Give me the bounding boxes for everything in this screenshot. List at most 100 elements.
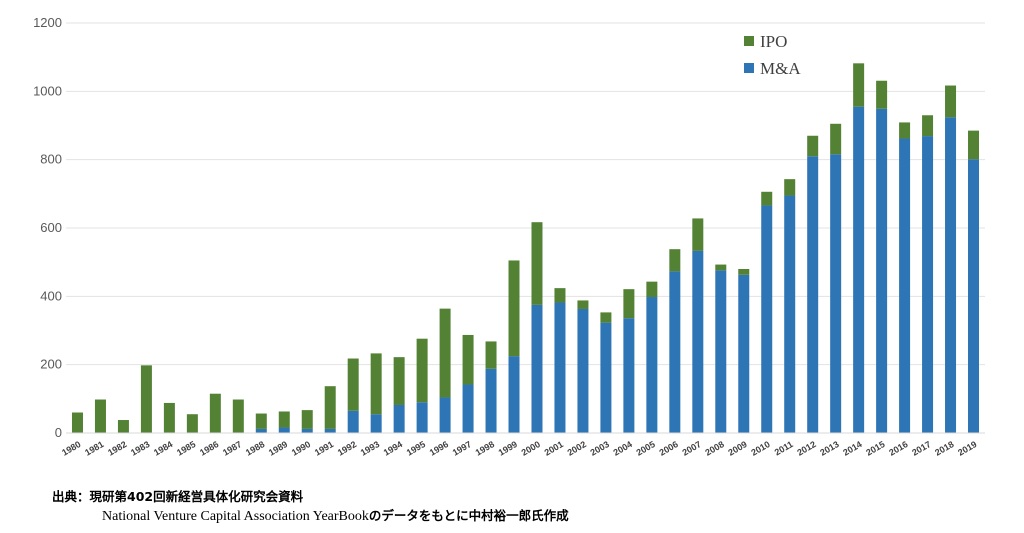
- bar-ipo-1988: [255, 413, 267, 429]
- bar-ma-2000: [531, 304, 543, 433]
- legend-swatch-ma: [744, 63, 754, 73]
- bar-ma-2005: [646, 297, 658, 433]
- bar-ipo-1986: [209, 393, 221, 433]
- bar-ma-1999: [508, 356, 520, 433]
- bar-ipo-1987: [232, 399, 244, 433]
- bar-ipo-1998: [485, 341, 497, 369]
- bar-ma-2017: [922, 136, 934, 433]
- bar-ipo-2011: [784, 179, 796, 196]
- legend-label-ma: M&A: [760, 59, 801, 78]
- x-tick-label: 1993: [359, 439, 381, 458]
- bar-ipo-2012: [807, 135, 819, 157]
- bar-ma-2003: [600, 322, 612, 433]
- x-tick-label: 1981: [83, 439, 105, 458]
- bar-ma-2015: [876, 108, 888, 433]
- bar-ma-2019: [968, 159, 980, 433]
- bar-ipo-2004: [623, 289, 635, 319]
- bar-ma-2012: [807, 156, 819, 433]
- bar-ipo-1980: [71, 412, 83, 433]
- x-tick-label: 1984: [152, 439, 174, 458]
- bar-ma-1997: [462, 384, 474, 433]
- bar-ipo-1996: [439, 308, 451, 398]
- bar-ipo-2003: [600, 312, 612, 323]
- y-tick-label: 1200: [33, 15, 62, 30]
- bar-ma-2001: [554, 302, 566, 433]
- bar-ma-2009: [738, 274, 750, 433]
- x-tick-label: 2018: [933, 439, 955, 458]
- x-tick-label: 2000: [520, 439, 542, 458]
- x-tick-label: 2015: [864, 439, 886, 458]
- bar-ipo-2007: [692, 218, 704, 251]
- bars: [71, 63, 980, 434]
- x-tick-label: 1988: [244, 439, 266, 458]
- bar-ma-2010: [761, 205, 773, 433]
- legend: IPO M&A: [744, 32, 801, 78]
- x-tick-label: 2003: [589, 439, 611, 458]
- bar-ipo-1999: [508, 260, 520, 357]
- bar-ipo-2009: [738, 269, 750, 275]
- bar-ma-2018: [945, 117, 957, 434]
- y-tick-label: 1000: [33, 83, 62, 98]
- bar-ipo-2010: [761, 191, 773, 206]
- y-tick-label: 200: [40, 357, 62, 372]
- bar-ma-1991: [324, 428, 336, 433]
- bar-ma-1990: [301, 428, 313, 433]
- bar-ipo-2015: [876, 80, 888, 109]
- source-note-jp: のデータをもとに中村裕一郎氏作成: [368, 508, 569, 523]
- x-tick-label: 2012: [795, 439, 817, 458]
- x-tick-label: 1997: [451, 439, 473, 458]
- bar-ipo-2014: [853, 63, 865, 107]
- x-tick-label: 1987: [221, 439, 243, 458]
- y-axis-ticks: 0 200 400 600 800 1000 1200: [33, 15, 62, 440]
- x-tick-label: 2006: [657, 439, 679, 458]
- x-tick-label: 2001: [543, 439, 565, 458]
- x-tick-label: 2008: [703, 439, 725, 458]
- x-tick-label: 2010: [749, 439, 771, 458]
- x-tick-label: 1994: [382, 439, 404, 458]
- bar-ipo-1982: [117, 420, 129, 433]
- x-tick-label: 2017: [910, 439, 932, 458]
- bar-ipo-1981: [94, 399, 106, 433]
- bar-ipo-1989: [278, 411, 290, 428]
- source-note-line2: National Venture Capital Association Yea…: [102, 505, 569, 525]
- bar-ipo-1993: [370, 353, 382, 415]
- bar-ma-1996: [439, 397, 451, 433]
- x-tick-label: 1985: [175, 439, 197, 458]
- x-tick-label: 1991: [313, 439, 335, 458]
- bar-ipo-2017: [922, 115, 934, 137]
- x-tick-label: 1986: [198, 439, 220, 458]
- bar-ma-2002: [577, 308, 589, 433]
- bar-ma-2006: [669, 271, 681, 433]
- bar-ipo-1997: [462, 334, 474, 385]
- bar-ma-1989: [278, 427, 290, 433]
- bar-ipo-2016: [899, 122, 911, 139]
- bar-ipo-2013: [830, 123, 842, 155]
- bar-ma-2008: [715, 270, 727, 433]
- bar-ipo-1994: [393, 357, 405, 405]
- x-tick-label: 1983: [129, 439, 151, 458]
- bar-ma-1995: [416, 402, 428, 433]
- x-tick-label: 1996: [428, 439, 450, 458]
- bar-ipo-2018: [945, 85, 957, 118]
- x-tick-label: 1999: [497, 439, 519, 458]
- bar-ipo-1992: [347, 358, 359, 411]
- bar-ma-2011: [784, 195, 796, 433]
- bar-ma-1998: [485, 368, 497, 433]
- bar-ma-1994: [393, 404, 405, 433]
- bar-ipo-2006: [669, 249, 681, 272]
- bar-ma-2004: [623, 318, 635, 433]
- source-note-en: National Venture Capital Association Yea…: [102, 509, 369, 524]
- x-axis-ticks: 1980 1981 1982 1983 1984 1985 1986 1987 1988 1989…: [60, 439, 978, 458]
- x-tick-label: 2009: [726, 439, 748, 458]
- bar-ipo-2002: [577, 300, 589, 309]
- x-tick-label: 2016: [887, 439, 909, 458]
- x-tick-label: 1989: [267, 439, 289, 458]
- bar-ipo-2005: [646, 281, 658, 298]
- x-tick-label: 2004: [612, 439, 634, 458]
- bar-ma-2016: [899, 138, 911, 433]
- x-tick-label: 2011: [773, 439, 795, 457]
- x-tick-label: 1982: [106, 439, 128, 458]
- bar-ma-2007: [692, 250, 704, 433]
- x-tick-label: 1995: [405, 439, 427, 458]
